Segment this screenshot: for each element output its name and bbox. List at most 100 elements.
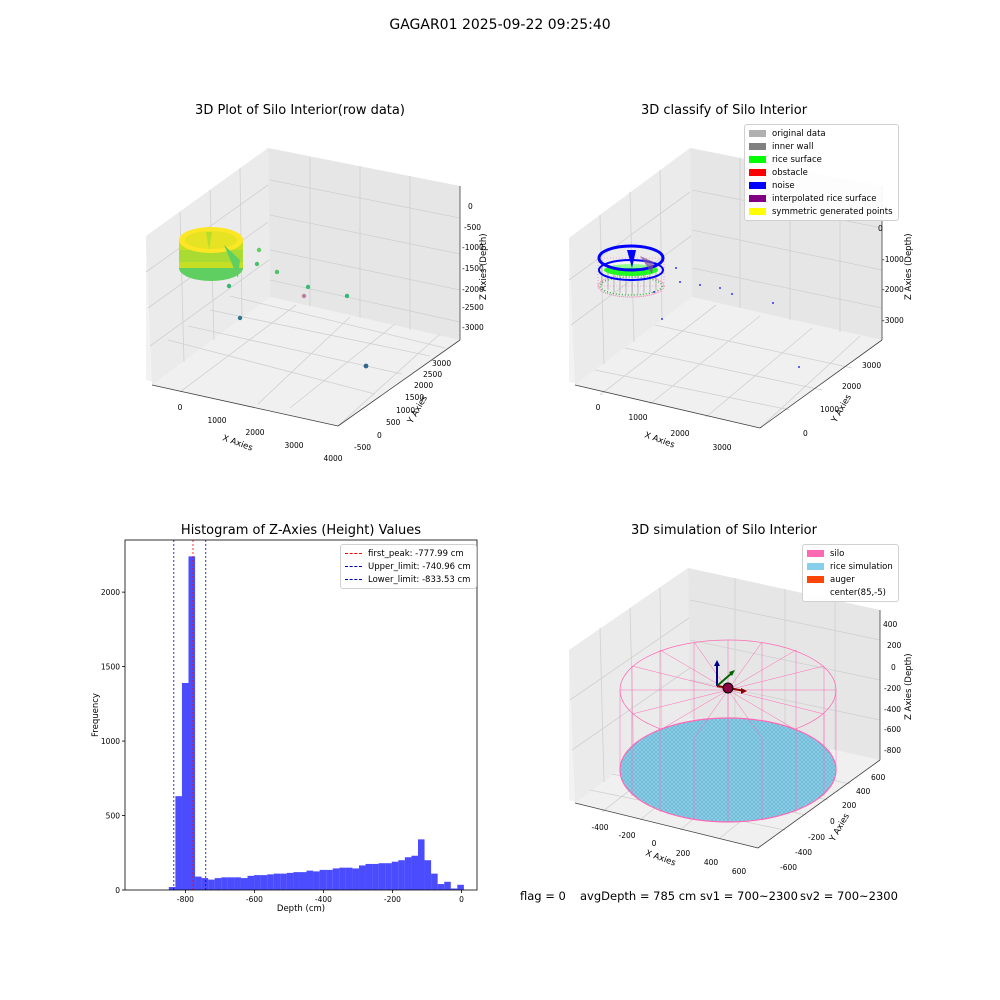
raw-point — [363, 363, 369, 369]
simulation-x-tick: 600 — [732, 867, 747, 876]
histogram-bar — [306, 870, 314, 890]
raw-point — [237, 315, 243, 321]
histogram-bar — [221, 877, 228, 890]
legend-label: silo — [830, 548, 845, 559]
legend-item-obstacle: obstacle — [749, 166, 893, 179]
legend-swatch — [749, 143, 766, 150]
histogram-bar — [450, 888, 458, 890]
status-sv2: sv2 = 700~2300 — [800, 889, 898, 903]
legend-item-symmetric-generated-points: symmetric generated points — [749, 205, 893, 218]
raw-plot-title: 3D Plot of Silo Interior(row data) — [195, 103, 405, 118]
histogram-y-tick-label: 0 — [115, 886, 120, 895]
noise-point — [719, 287, 721, 289]
simulation-y-tick: 600 — [871, 773, 886, 782]
simulation-legend: silo rice simulation auger center(85,-5) — [802, 544, 899, 602]
raw-y-tick: 2000 — [414, 381, 433, 390]
legend-item-center: center(85,-5) — [807, 586, 893, 599]
histogram-bar — [431, 873, 438, 890]
legend-line — [345, 579, 362, 580]
simulation-x-tick: -200 — [618, 831, 635, 840]
status-avg-depth: avgDepth = 785 cm — [580, 889, 697, 903]
legend-label: original data — [772, 128, 826, 139]
classify-legend: original data inner wall rice surface ob… — [744, 124, 899, 221]
raw-point — [344, 293, 350, 299]
simulation-y-tick: 0 — [830, 817, 835, 826]
raw-z-tick: -2000 — [462, 285, 484, 294]
auger-center-marker — [722, 682, 734, 694]
raw-z-label: Z Axies (Depth) — [479, 233, 489, 300]
simulation-z-tick: 0 — [891, 663, 896, 672]
raw-point — [254, 261, 260, 267]
classify-z-label: Z Axies (Depth) — [904, 233, 914, 300]
classify-x-tick: 2000 — [670, 429, 689, 438]
legend-swatch — [749, 208, 766, 215]
histogram-bar — [404, 857, 412, 890]
raw-silo-cloud — [179, 227, 243, 281]
legend-line — [345, 566, 362, 567]
legend-item-upper-limit: Upper_limit: -740.96 cm — [345, 560, 471, 573]
classify-x-tick: 3000 — [712, 443, 731, 452]
histogram-bar — [345, 867, 353, 890]
histogram-bar — [332, 868, 340, 890]
histogram-y-tick-label: 1000 — [101, 737, 120, 746]
histogram-y-ticks: 0 500 1000 1500 2000 — [101, 588, 125, 895]
legend-swatch — [749, 169, 766, 176]
raw-z-tick: -1000 — [462, 243, 484, 252]
status-flag: flag = 0 — [520, 889, 566, 903]
histogram-legend: first_peak: -777.99 cm Upper_limit: -740… — [340, 544, 477, 589]
histogram-y-tick-label: 500 — [106, 812, 121, 821]
legend-label: inner wall — [772, 141, 814, 152]
legend-item-noise: noise — [749, 179, 893, 192]
figure-title: GAGAR01 2025-09-22 09:25:40 — [389, 17, 611, 33]
legend-item-inner-wall: inner wall — [749, 140, 893, 153]
histogram-y-tick-label: 1500 — [101, 663, 120, 672]
histogram-bar — [339, 867, 346, 890]
simulation-x-tick: 200 — [676, 849, 691, 858]
simulation-y-tick: 200 — [842, 801, 857, 810]
classify-y-tick: 0 — [803, 429, 808, 438]
legend-label: rice surface — [772, 154, 822, 165]
legend-item-auger: auger — [807, 573, 893, 586]
simulation-plot-title: 3D simulation of Silo Interior — [631, 523, 817, 538]
raw-point — [305, 284, 311, 290]
histogram-bar — [234, 877, 241, 890]
legend-swatch — [749, 130, 766, 137]
noise-point — [661, 318, 663, 320]
histogram-bar — [286, 872, 294, 890]
raw-y-tick: 3000 — [432, 359, 451, 368]
legend-item-silo: silo — [807, 547, 893, 560]
raw-outlier-points — [226, 247, 369, 369]
legend-label: first_peak: -777.99 cm — [368, 548, 464, 559]
histogram-bar — [391, 861, 399, 890]
legend-item-lower-limit: Lower_limit: -833.53 cm — [345, 573, 471, 586]
raw-y-tick: 500 — [386, 418, 401, 427]
histogram-bar — [398, 860, 405, 890]
legend-item-interpolated-rice-surface: interpolated rice surface — [749, 192, 893, 205]
histogram-x-tick-label: 0 — [459, 895, 464, 904]
status-sv1: sv1 = 700~2300 — [700, 889, 798, 903]
histogram-bar — [175, 796, 182, 890]
legend-swatch — [807, 563, 824, 570]
noise-point — [798, 366, 800, 368]
legend-label: noise — [772, 180, 795, 191]
histogram-bar — [208, 879, 215, 890]
simulation-silo-wireframe — [619, 639, 837, 823]
classify-silo-cloud — [597, 244, 665, 298]
raw-y-tick: 0 — [377, 431, 382, 440]
legend-label: symmetric generated points — [772, 206, 893, 217]
classify-z-tick: -1000 — [882, 255, 904, 264]
classify-z-tick: -3000 — [882, 316, 904, 325]
raw-point — [256, 247, 262, 253]
noise-point — [679, 281, 681, 283]
raw-y-tick: 1000 — [396, 406, 415, 415]
legend-label: auger — [830, 574, 855, 585]
histogram-bar — [188, 556, 196, 890]
histogram-y-tick-label: 2000 — [101, 588, 120, 597]
classify-noise-points — [653, 267, 800, 368]
simulation-z-tick: 400 — [883, 620, 898, 629]
noise-point — [675, 267, 677, 269]
legend-item-original-data: original data — [749, 127, 893, 140]
histogram-x-ticks: -800 -600 -400 -200 0 — [177, 890, 464, 904]
